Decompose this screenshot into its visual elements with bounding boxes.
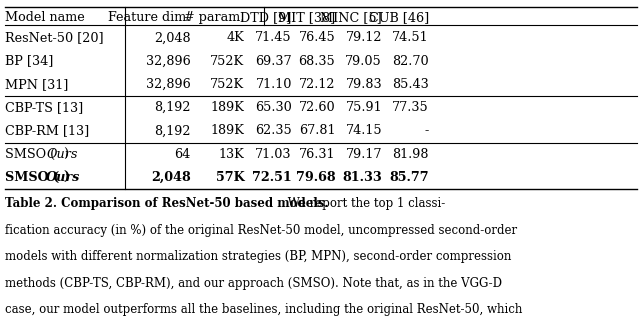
Text: 76.31: 76.31 [299,148,335,161]
Text: 72.60: 72.60 [299,101,335,114]
Text: 2,048: 2,048 [154,31,191,44]
Text: 57K: 57K [216,171,244,184]
Text: 752K: 752K [211,55,244,68]
Text: ResNet-50 [20]: ResNet-50 [20] [5,31,104,44]
Text: Ours: Ours [46,148,77,161]
Text: DTD [9]: DTD [9] [241,11,292,24]
Text: Feature dim.: Feature dim. [108,11,191,24]
Text: 67.81: 67.81 [299,124,335,137]
Text: 72.51: 72.51 [252,171,292,184]
Text: CUB [46]: CUB [46] [369,11,429,24]
Text: 189K: 189K [211,101,244,114]
Text: 69.37: 69.37 [255,55,292,68]
Text: We report the top 1 classi-: We report the top 1 classi- [284,197,445,211]
Text: MPN [31]: MPN [31] [5,78,68,91]
Text: MINC [5]: MINC [5] [321,11,382,24]
Text: ): ) [63,171,70,184]
Text: 82.70: 82.70 [392,55,429,68]
Text: MIT [38]: MIT [38] [278,11,335,24]
Text: 81.33: 81.33 [342,171,382,184]
Text: 85.77: 85.77 [389,171,429,184]
Text: models with different normalization strategies (BP, MPN), second-order compressi: models with different normalization stra… [5,250,511,264]
Text: 77.35: 77.35 [392,101,429,114]
Text: 32,896: 32,896 [146,78,191,91]
Text: fication accuracy (in %) of the original ResNet-50 model, uncompressed second-or: fication accuracy (in %) of the original… [5,224,517,237]
Text: case, our model outperforms all the baselines, including the original ResNet-50,: case, our model outperforms all the base… [5,303,522,317]
Text: SMSO (: SMSO ( [5,148,55,161]
Text: 64: 64 [175,148,191,161]
Text: BP [34]: BP [34] [5,55,54,68]
Text: 71.03: 71.03 [255,148,292,161]
Text: -: - [424,124,429,137]
Text: 74.51: 74.51 [392,31,429,44]
Text: Model name: Model name [5,11,85,24]
Text: 4K: 4K [227,31,244,44]
Text: # param.: # param. [184,11,244,24]
Text: 85.43: 85.43 [392,78,429,91]
Text: 79.68: 79.68 [296,171,335,184]
Text: 189K: 189K [211,124,244,137]
Text: 72.12: 72.12 [299,78,335,91]
Text: 75.91: 75.91 [346,101,382,114]
Text: 76.45: 76.45 [299,31,335,44]
Text: 8,192: 8,192 [154,101,191,114]
Text: 79.12: 79.12 [346,31,382,44]
Text: ): ) [63,148,68,161]
Text: CBP-TS [13]: CBP-TS [13] [5,101,83,114]
Text: 74.15: 74.15 [346,124,382,137]
Text: 79.83: 79.83 [346,78,382,91]
Text: CBP-RM [13]: CBP-RM [13] [5,124,90,137]
Text: 79.17: 79.17 [346,148,382,161]
Text: methods (CBP-TS, CBP-RM), and our approach (SMSO). Note that, as in the VGG-D: methods (CBP-TS, CBP-RM), and our approa… [5,277,502,290]
Text: 65.30: 65.30 [255,101,292,114]
Text: 62.35: 62.35 [255,124,292,137]
Text: 13K: 13K [219,148,244,161]
Text: 79.05: 79.05 [346,55,382,68]
Text: 71.10: 71.10 [255,78,292,91]
Text: 752K: 752K [211,78,244,91]
Text: 71.45: 71.45 [255,31,292,44]
Text: 2,048: 2,048 [151,171,191,184]
Text: Table 2. Comparison of ResNet-50 based models.: Table 2. Comparison of ResNet-50 based m… [5,197,328,211]
Text: Ours: Ours [46,171,81,184]
Text: SMSO (: SMSO ( [5,171,60,184]
Text: 8,192: 8,192 [154,124,191,137]
Text: 32,896: 32,896 [146,55,191,68]
Text: 68.35: 68.35 [299,55,335,68]
Text: 81.98: 81.98 [392,148,429,161]
